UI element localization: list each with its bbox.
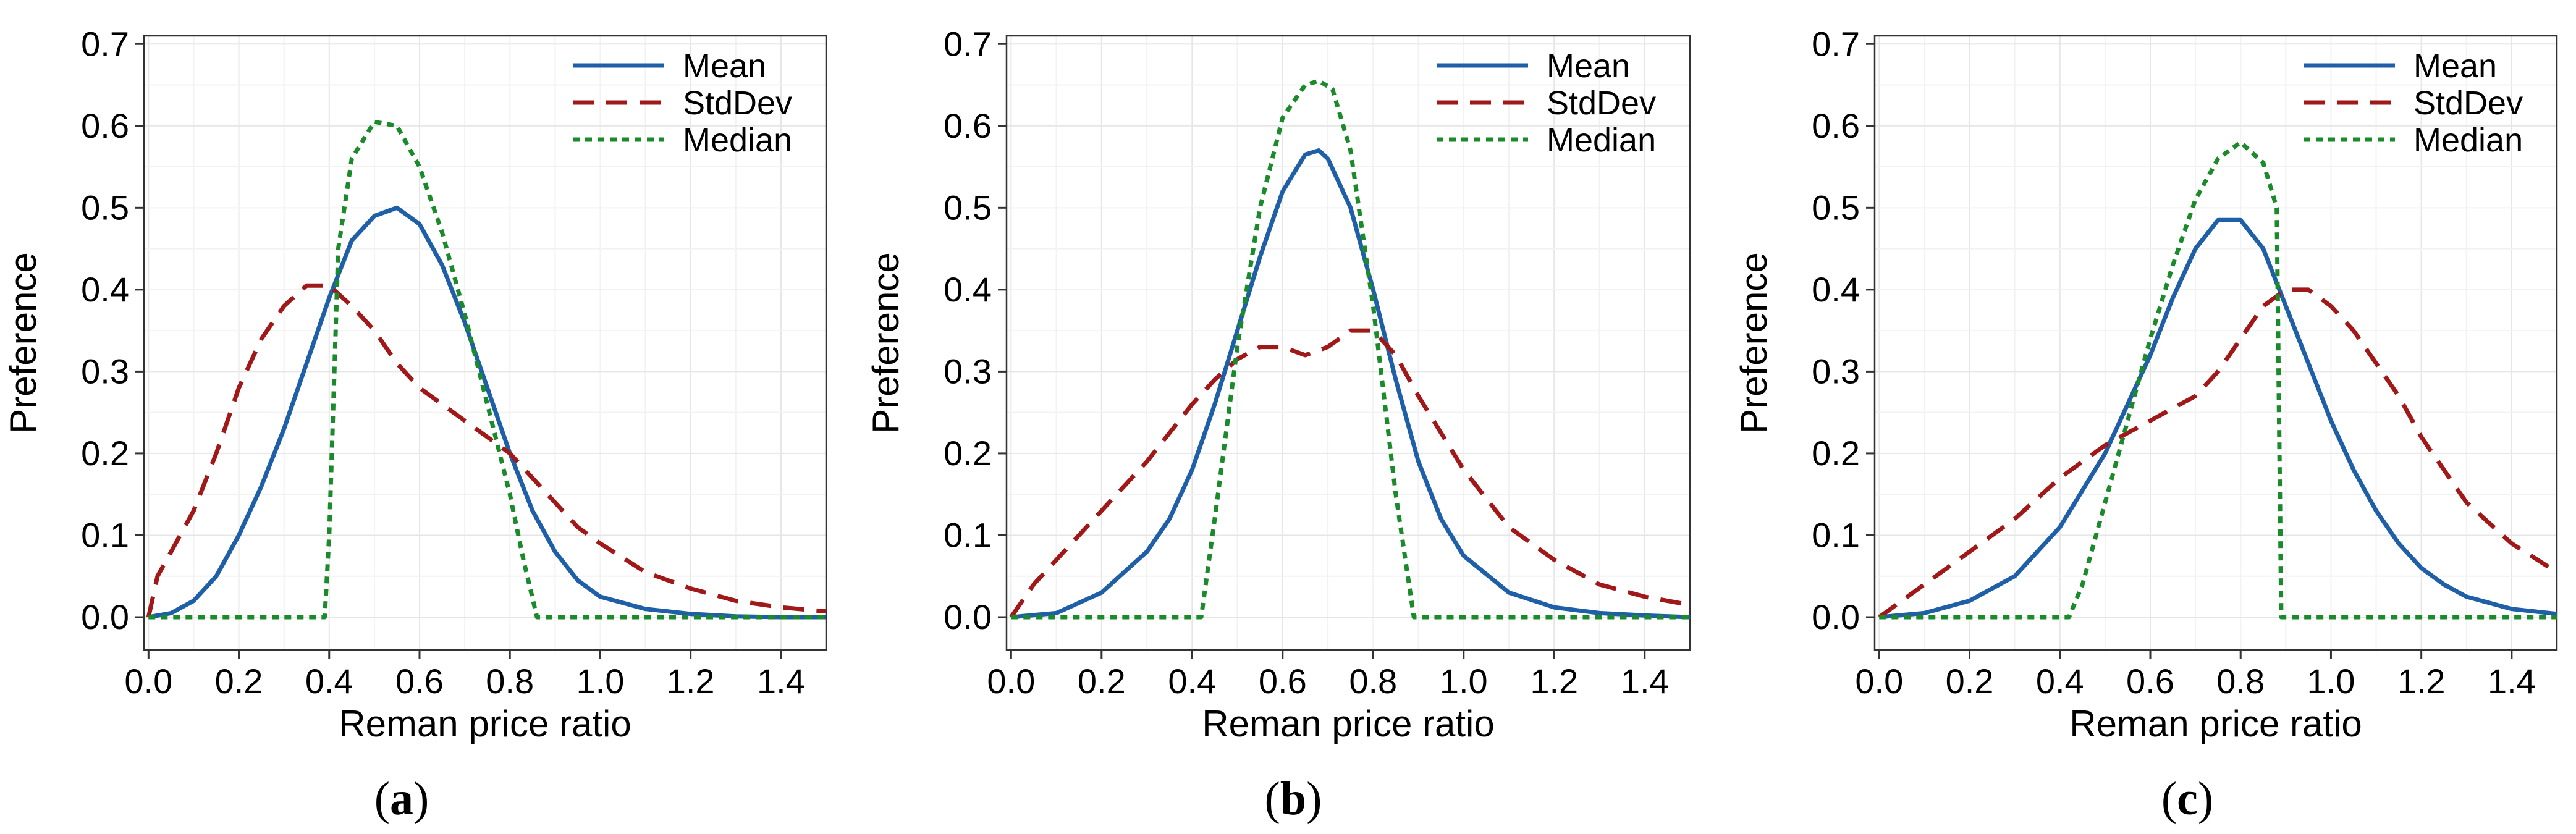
y-tick-label: 0.0 — [81, 597, 129, 636]
legend-label-median: Median — [683, 122, 792, 159]
x-tick-label: 1.2 — [1530, 662, 1578, 701]
y-tick-label: 0.3 — [1812, 352, 1860, 390]
chart-panel-a: 0.0 0.2 0.4 0.6 0.8 1.0 1.2 1.4 0.0 0.1 0.2 0.3 0.4 0… — [2, 24, 827, 825]
y-tick-label: 0.7 — [944, 24, 992, 63]
legend-label-median: Median — [2413, 122, 2523, 159]
x-axis-title: Reman price ratio — [339, 703, 631, 744]
panel-caption: (b) — [1265, 773, 1322, 825]
chart-panel-b: 0.0 0.2 0.4 0.6 0.8 1.0 1.2 1.4 0.0 0.1 0.2 0.3 0.4 0… — [865, 24, 1691, 825]
plot-area — [144, 36, 826, 650]
series-line-stddev — [1878, 287, 2558, 619]
series-line-median — [148, 119, 826, 620]
plot-border — [1873, 35, 2558, 651]
legend-label-mean: Mean — [683, 48, 766, 85]
y-tick-label: 0.6 — [81, 106, 129, 145]
plot-border — [143, 35, 827, 651]
legend-label-stddev: StdDev — [683, 85, 792, 122]
legend-label-mean: Mean — [1547, 48, 1630, 85]
x-tick-label: 1.0 — [1440, 662, 1488, 701]
x-tick-label: 0.4 — [2036, 662, 2084, 701]
x-tick-label: 0.0 — [987, 662, 1035, 701]
y-tick-label: 0.2 — [81, 434, 129, 473]
y-axis-title: Preference — [865, 252, 906, 434]
x-tick-label: 0.2 — [1078, 662, 1126, 701]
y-axis-title: Preference — [2, 252, 44, 434]
x-tick-label: 0.4 — [1168, 662, 1216, 701]
legend-label-stddev: StdDev — [1547, 85, 1656, 122]
x-tick-label: 0.8 — [1349, 662, 1397, 701]
x-tick-label: 0.4 — [305, 662, 353, 701]
y-tick-label: 0.3 — [81, 352, 129, 390]
y-tick-label: 0.6 — [1812, 106, 1860, 145]
x-tick-label: 1.2 — [2397, 662, 2446, 701]
series-line-mean — [148, 205, 826, 620]
legend-label-stddev: StdDev — [2413, 85, 2523, 122]
x-tick-label: 1.4 — [1621, 662, 1669, 701]
y-tick-label: 0.6 — [944, 106, 992, 145]
x-tick-label: 0.2 — [1946, 662, 1994, 701]
x-tick-label: 1.0 — [2307, 662, 2355, 701]
x-axis-title: Reman price ratio — [2069, 703, 2362, 744]
y-tick-label: 0.4 — [1812, 270, 1860, 309]
panel-caption: (c) — [2161, 773, 2213, 825]
x-tick-label: 0.6 — [1259, 662, 1307, 701]
y-tick-label: 0.4 — [81, 270, 129, 309]
series-line-median — [1011, 78, 1690, 620]
plot-area — [1875, 36, 2557, 650]
x-tick-label: 0.8 — [2216, 662, 2265, 701]
x-tick-label: 1.0 — [576, 662, 625, 701]
y-tick-label: 0.1 — [1812, 515, 1860, 554]
y-tick-label: 0.5 — [81, 188, 129, 227]
panel-caption: (a) — [374, 773, 429, 825]
plot-border — [1005, 35, 1691, 651]
series-line-stddev — [146, 283, 827, 618]
chart-panel-c: 0.0 0.2 0.4 0.6 0.8 1.0 1.2 1.4 0.0 0.1 0.2 0.3 0.4 0… — [1733, 24, 2558, 825]
x-tick-label: 1.4 — [2488, 662, 2536, 701]
y-tick-label: 0.1 — [81, 515, 129, 554]
y-tick-label: 0.0 — [1812, 597, 1860, 636]
y-tick-label: 0.5 — [944, 188, 992, 227]
x-tick-label: 1.4 — [757, 662, 805, 701]
legend-label-mean: Mean — [2413, 48, 2497, 85]
gridlines — [144, 36, 827, 650]
x-tick-label: 0.0 — [124, 662, 172, 701]
y-tick-label: 0.3 — [944, 352, 992, 390]
x-tick-label: 1.2 — [667, 662, 715, 701]
x-tick-label: 0.0 — [1855, 662, 1903, 701]
y-tick-label: 0.4 — [944, 270, 992, 309]
y-tick-label: 0.5 — [1812, 188, 1860, 227]
y-tick-label: 0.7 — [81, 24, 129, 63]
series-line-mean — [1878, 217, 2557, 620]
y-axis-title: Preference — [1733, 252, 1775, 434]
legend-label-median: Median — [1547, 122, 1656, 159]
series-line-mean — [1010, 148, 1691, 620]
y-tick-label: 0.2 — [944, 434, 992, 473]
y-tick-label: 0.1 — [944, 515, 992, 554]
y-tick-label: 0.2 — [1812, 434, 1860, 473]
y-tick-label: 0.0 — [944, 597, 992, 636]
x-tick-label: 0.6 — [395, 662, 444, 701]
x-tick-label: 0.8 — [486, 662, 534, 701]
series-line-median — [1879, 140, 2557, 620]
x-axis-title: Reman price ratio — [1202, 703, 1495, 744]
series-line-stddev — [1009, 328, 1691, 618]
y-tick-label: 0.7 — [1812, 24, 1860, 63]
x-tick-label: 0.2 — [215, 662, 263, 701]
x-tick-label: 0.6 — [2126, 662, 2174, 701]
